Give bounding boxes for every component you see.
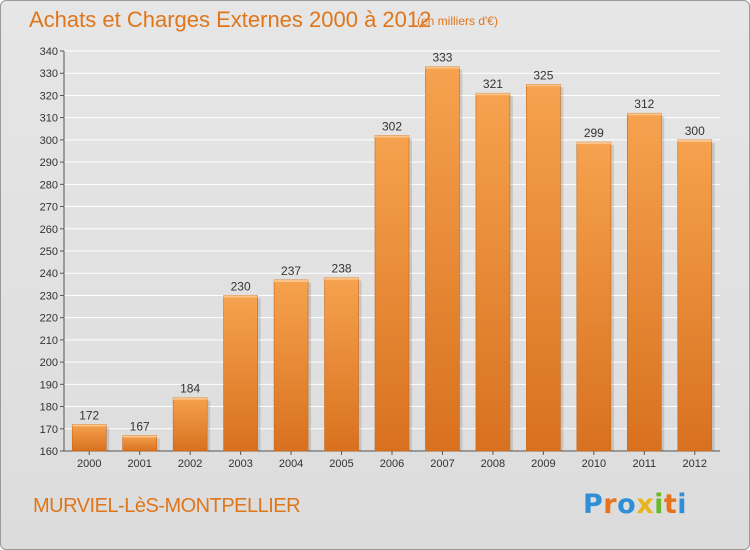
value-label-2009: 325 — [533, 68, 553, 82]
y-tick-label: 200 — [40, 357, 58, 369]
bar-highlight — [627, 113, 662, 116]
bar-highlight — [425, 66, 460, 69]
value-label-2006: 302 — [382, 119, 402, 133]
bar-2005 — [324, 277, 359, 452]
bar-2008 — [475, 92, 511, 452]
bar-highlight — [274, 279, 309, 282]
x-tick-label-2000: 2000 — [77, 458, 101, 470]
logo-letter: t — [663, 489, 678, 520]
bar-2006 — [374, 135, 410, 452]
bar-2009 — [526, 84, 561, 452]
bar-2012 — [677, 139, 713, 452]
y-tick-label: 190 — [40, 379, 58, 391]
logo-letter: x — [636, 489, 655, 520]
bar-highlight — [576, 142, 611, 145]
bar-2010 — [576, 141, 612, 452]
value-label-2000: 172 — [79, 408, 99, 422]
x-tick-label-2003: 2003 — [228, 458, 252, 470]
logo-letter: o — [617, 489, 637, 520]
commune-name: MURVIEL-LèS-MONTPELLIER — [33, 495, 301, 517]
value-label-2012: 300 — [685, 124, 705, 138]
x-tick-label-2011: 2011 — [632, 458, 656, 470]
x-tick-label-2012: 2012 — [683, 458, 707, 470]
x-tick-label-2009: 2009 — [531, 458, 555, 470]
bar-highlight — [475, 93, 510, 96]
bar-2001 — [122, 435, 157, 452]
value-label-2007: 333 — [432, 51, 452, 65]
value-label-2004: 237 — [281, 264, 301, 278]
y-tick-label: 310 — [40, 113, 58, 125]
bar-2002 — [172, 397, 208, 452]
logo-letter: i — [654, 489, 664, 520]
chart-subtitle: (en milliers d'€) — [417, 14, 498, 28]
y-tick-label: 180 — [40, 402, 58, 414]
x-tick-label-2007: 2007 — [430, 458, 454, 470]
y-tick-label: 280 — [40, 179, 58, 191]
y-tick-label: 290 — [40, 157, 58, 169]
y-tick-label: 300 — [40, 135, 58, 147]
value-label-2003: 230 — [231, 279, 251, 293]
y-tick-label: 230 — [40, 290, 58, 302]
value-label-2005: 238 — [332, 262, 352, 276]
x-tick-label-2002: 2002 — [178, 458, 202, 470]
bar-highlight — [122, 435, 157, 438]
x-tick-label-2005: 2005 — [329, 458, 353, 470]
logo-letter: i — [677, 489, 688, 520]
value-label-2002: 184 — [180, 382, 200, 396]
value-label-2011: 312 — [634, 97, 654, 111]
y-tick-label: 170 — [40, 424, 58, 436]
bar-highlight — [526, 84, 561, 87]
bar-highlight — [375, 135, 409, 138]
bar-2003 — [223, 295, 258, 452]
bar-highlight — [223, 295, 258, 298]
x-tick-label-2006: 2006 — [380, 458, 404, 470]
bar-highlight — [72, 424, 107, 427]
bars — [71, 66, 715, 452]
bar-highlight — [677, 139, 712, 142]
y-tick-label: 270 — [40, 202, 58, 214]
x-tick-label-2008: 2008 — [481, 458, 505, 470]
x-tick-label-2010: 2010 — [582, 458, 606, 470]
y-tick-label: 250 — [40, 246, 58, 258]
y-tick-label: 260 — [40, 224, 58, 236]
y-tick-label: 320 — [40, 90, 58, 102]
chart-title: Achats et Charges Externes 2000 à 2012 — [29, 7, 432, 32]
bar-highlight — [173, 397, 208, 400]
x-tick-label-2004: 2004 — [279, 458, 303, 470]
logo-letter: r — [603, 489, 618, 520]
value-label-2008: 321 — [483, 77, 503, 91]
bar-2000 — [71, 424, 107, 452]
axes: 160 170 180 190 200 210 220 230 240 250 260 270 280 2… — [40, 46, 720, 470]
y-tick-label: 240 — [40, 268, 58, 280]
value-label-2010: 299 — [584, 126, 604, 140]
bar-2007 — [425, 66, 460, 452]
labels: 172 167 184 230 237 238 302 333 321 325 299 312 300 — [79, 51, 705, 434]
logo-letter: P — [583, 489, 604, 520]
bar-highlight — [324, 277, 359, 280]
bar-2011 — [627, 112, 662, 452]
value-label-2001: 167 — [130, 419, 150, 433]
y-tick-label: 340 — [40, 46, 58, 58]
bar-2004 — [273, 279, 309, 452]
y-tick-label: 220 — [40, 313, 58, 325]
proxiti-logo: Proxiti — [583, 489, 687, 520]
y-tick-label: 210 — [40, 335, 58, 347]
x-tick-label-2001: 2001 — [127, 458, 151, 470]
y-tick-label: 330 — [40, 68, 58, 80]
y-tick-label: 160 — [40, 446, 58, 458]
